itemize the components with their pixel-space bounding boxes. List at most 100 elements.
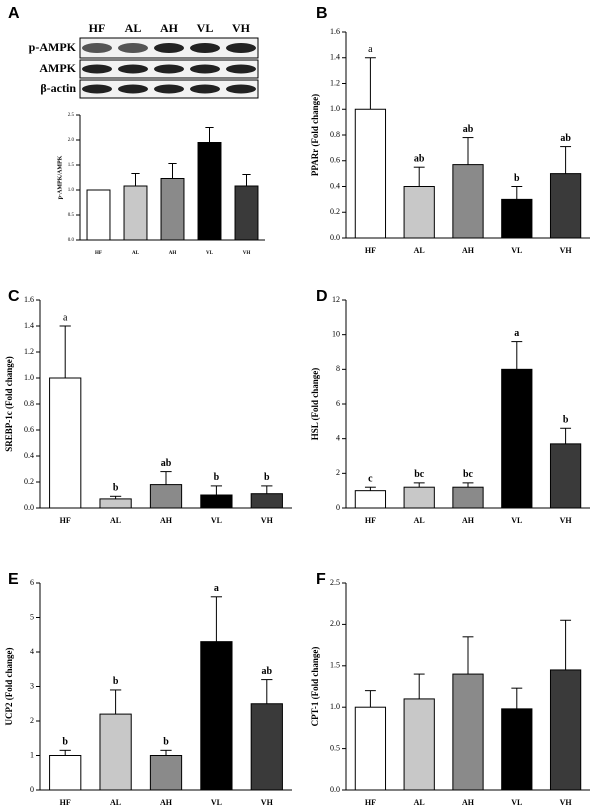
lane-label: VL <box>197 21 214 35</box>
y-tick-label: 1.5 <box>68 163 75 168</box>
x-tick-label: HF <box>365 798 376 807</box>
x-tick-label: VH <box>261 516 274 525</box>
bar <box>49 377 82 509</box>
bar <box>501 708 533 791</box>
blot-band <box>82 84 112 94</box>
bar <box>197 142 222 241</box>
y-tick-label: 0.2 <box>24 477 34 486</box>
y-tick-label: 12 <box>332 295 340 304</box>
lane-label: AL <box>125 21 142 35</box>
bar <box>501 198 533 239</box>
x-tick-label: AL <box>132 251 140 256</box>
x-tick-label: AL <box>414 798 425 807</box>
y-tick-label: 2 <box>30 716 34 725</box>
y-tick-label: 0.8 <box>330 130 340 139</box>
significance-letter: ab <box>262 666 273 677</box>
x-tick-label: HF <box>365 246 376 255</box>
panel-label: B <box>316 5 328 22</box>
y-tick-label: 0 <box>336 503 340 512</box>
x-tick-label: HF <box>60 516 71 525</box>
bar <box>452 673 484 791</box>
y-tick-label: 1.6 <box>330 27 340 36</box>
y-tick-label: 2.0 <box>330 619 340 628</box>
y-tick-label: 1.4 <box>24 321 34 330</box>
y-axis-label: HSL (Fold change) <box>310 368 320 441</box>
y-tick-label: 0.0 <box>24 503 34 512</box>
y-tick-label: 0.0 <box>330 233 340 242</box>
bar <box>160 178 185 241</box>
bar <box>452 486 484 509</box>
bar <box>403 186 435 239</box>
y-axis-label: PPARr (Fold change) <box>310 94 320 176</box>
y-tick-label: 5 <box>30 612 34 621</box>
y-axis-label: CPT-1 (Fold change) <box>310 647 320 727</box>
significance-letter: ab <box>161 458 172 469</box>
x-tick-label: HF <box>60 798 71 807</box>
bar <box>123 185 148 241</box>
y-tick-label: 0.2 <box>330 207 340 216</box>
x-tick-label: VL <box>211 798 222 807</box>
bar <box>501 368 533 509</box>
blot-band <box>154 43 184 53</box>
x-tick-label: VL <box>211 516 222 525</box>
y-tick-label: 1.2 <box>330 78 340 87</box>
y-tick-label: 6 <box>30 578 34 587</box>
bar <box>403 698 435 791</box>
blot-band <box>118 84 148 94</box>
x-tick-label: AH <box>462 246 475 255</box>
x-tick-label: AL <box>414 516 425 525</box>
blot-band <box>226 84 256 94</box>
significance-letter: bc <box>414 469 425 480</box>
y-tick-label: 3 <box>30 681 34 690</box>
blot-band <box>226 64 256 74</box>
y-tick-label: 1.2 <box>24 347 34 356</box>
panel-label: C <box>8 288 20 305</box>
bar <box>200 494 233 509</box>
significance-letter: a <box>63 312 68 323</box>
x-tick-label: HF <box>365 516 376 525</box>
bar <box>403 486 435 509</box>
bar <box>250 703 283 791</box>
bar <box>99 713 132 791</box>
x-tick-label: VL <box>511 246 522 255</box>
significance-letter: bc <box>463 469 474 480</box>
significance-letter: ab <box>560 133 571 144</box>
y-tick-label: 2.5 <box>68 113 75 118</box>
y-tick-label: 0.0 <box>330 785 340 794</box>
band-label: β-actin <box>40 81 76 95</box>
bar <box>549 173 582 239</box>
bar <box>49 755 82 791</box>
y-tick-label: 8 <box>336 364 340 373</box>
bar <box>452 164 484 239</box>
bar <box>149 484 183 509</box>
blot-band <box>82 43 112 53</box>
y-axis-label: UCP2 (Fold change) <box>4 648 14 726</box>
y-tick-label: 2.5 <box>330 578 340 587</box>
y-tick-label: 1.6 <box>24 295 34 304</box>
significance-letter: b <box>62 737 68 748</box>
lane-label: AH <box>160 21 179 35</box>
x-tick-label: AH <box>462 798 475 807</box>
blot-band <box>118 43 148 53</box>
bar <box>86 189 111 241</box>
significance-letter: a <box>368 44 373 55</box>
significance-letter: b <box>264 472 270 483</box>
x-tick-label: VL <box>511 798 522 807</box>
y-tick-label: 0.0 <box>68 238 75 243</box>
band-label: p-AMPK <box>29 40 77 54</box>
y-tick-label: 4 <box>336 433 340 442</box>
y-tick-label: 0.6 <box>24 425 34 434</box>
blot-band <box>154 84 184 94</box>
y-tick-label: 1 <box>30 750 34 759</box>
y-tick-label: 0.4 <box>330 181 340 190</box>
x-tick-label: AH <box>169 251 177 256</box>
bar <box>354 490 387 509</box>
bar <box>200 641 233 791</box>
y-tick-label: 6 <box>336 399 340 408</box>
significance-letter: c <box>368 473 373 484</box>
x-tick-label: VH <box>261 798 274 807</box>
significance-letter: b <box>563 415 569 426</box>
significance-letter: ab <box>463 124 474 135</box>
blot-band <box>154 64 184 74</box>
